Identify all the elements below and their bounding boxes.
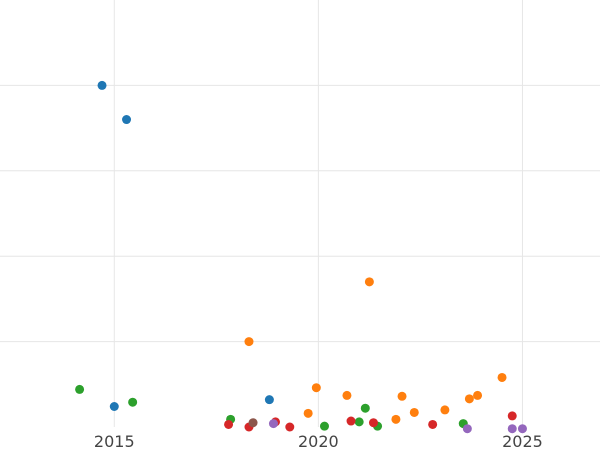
data-point-s1-8 (440, 405, 450, 415)
data-point-s5-1 (462, 424, 472, 434)
data-point-s0-2 (109, 402, 119, 412)
data-point-s3-0 (224, 419, 234, 429)
data-point-s1-9 (464, 394, 474, 404)
x-tick-label-2: 2025 (502, 432, 543, 450)
x-tick-label-0: 2015 (94, 432, 135, 450)
grid (0, 0, 600, 427)
data-point-s5-0 (268, 419, 278, 429)
data-point-s2-4 (354, 417, 364, 427)
data-point-s2-5 (360, 403, 370, 413)
data-point-s1-5 (391, 414, 401, 424)
x-tick-label-1: 2020 (298, 432, 339, 450)
data-point-s1-3 (303, 408, 313, 418)
data-point-s1-11 (497, 372, 507, 382)
data-point-s1-4 (342, 390, 352, 400)
x-axis-ticks: 2015 2020 2025 (94, 432, 543, 450)
data-point-s0-1 (122, 115, 132, 125)
data-point-s1-6 (397, 391, 407, 401)
data-point-s0-0 (97, 80, 107, 90)
data-point-s3-4 (346, 416, 356, 426)
data-point-s1-10 (473, 390, 483, 400)
data-point-s2-0 (75, 384, 85, 394)
data-point-s3-3 (285, 422, 295, 432)
data-point-s2-3 (319, 421, 329, 431)
data-point-s1-2 (311, 383, 321, 393)
data-point-s3-7 (507, 411, 517, 421)
data-point-s5-2 (507, 424, 517, 434)
data-point-s4-0 (248, 418, 258, 428)
data-point-s5-3 (517, 424, 527, 434)
data-point-s1-1 (364, 277, 374, 287)
data-point-s1-7 (409, 407, 419, 417)
data-point-s3-6 (428, 419, 438, 429)
data-point-s1-0 (244, 337, 254, 347)
data-points (75, 80, 527, 434)
data-point-s0-3 (264, 395, 274, 405)
data-point-s2-1 (128, 397, 138, 407)
data-point-s3-5 (368, 418, 378, 428)
